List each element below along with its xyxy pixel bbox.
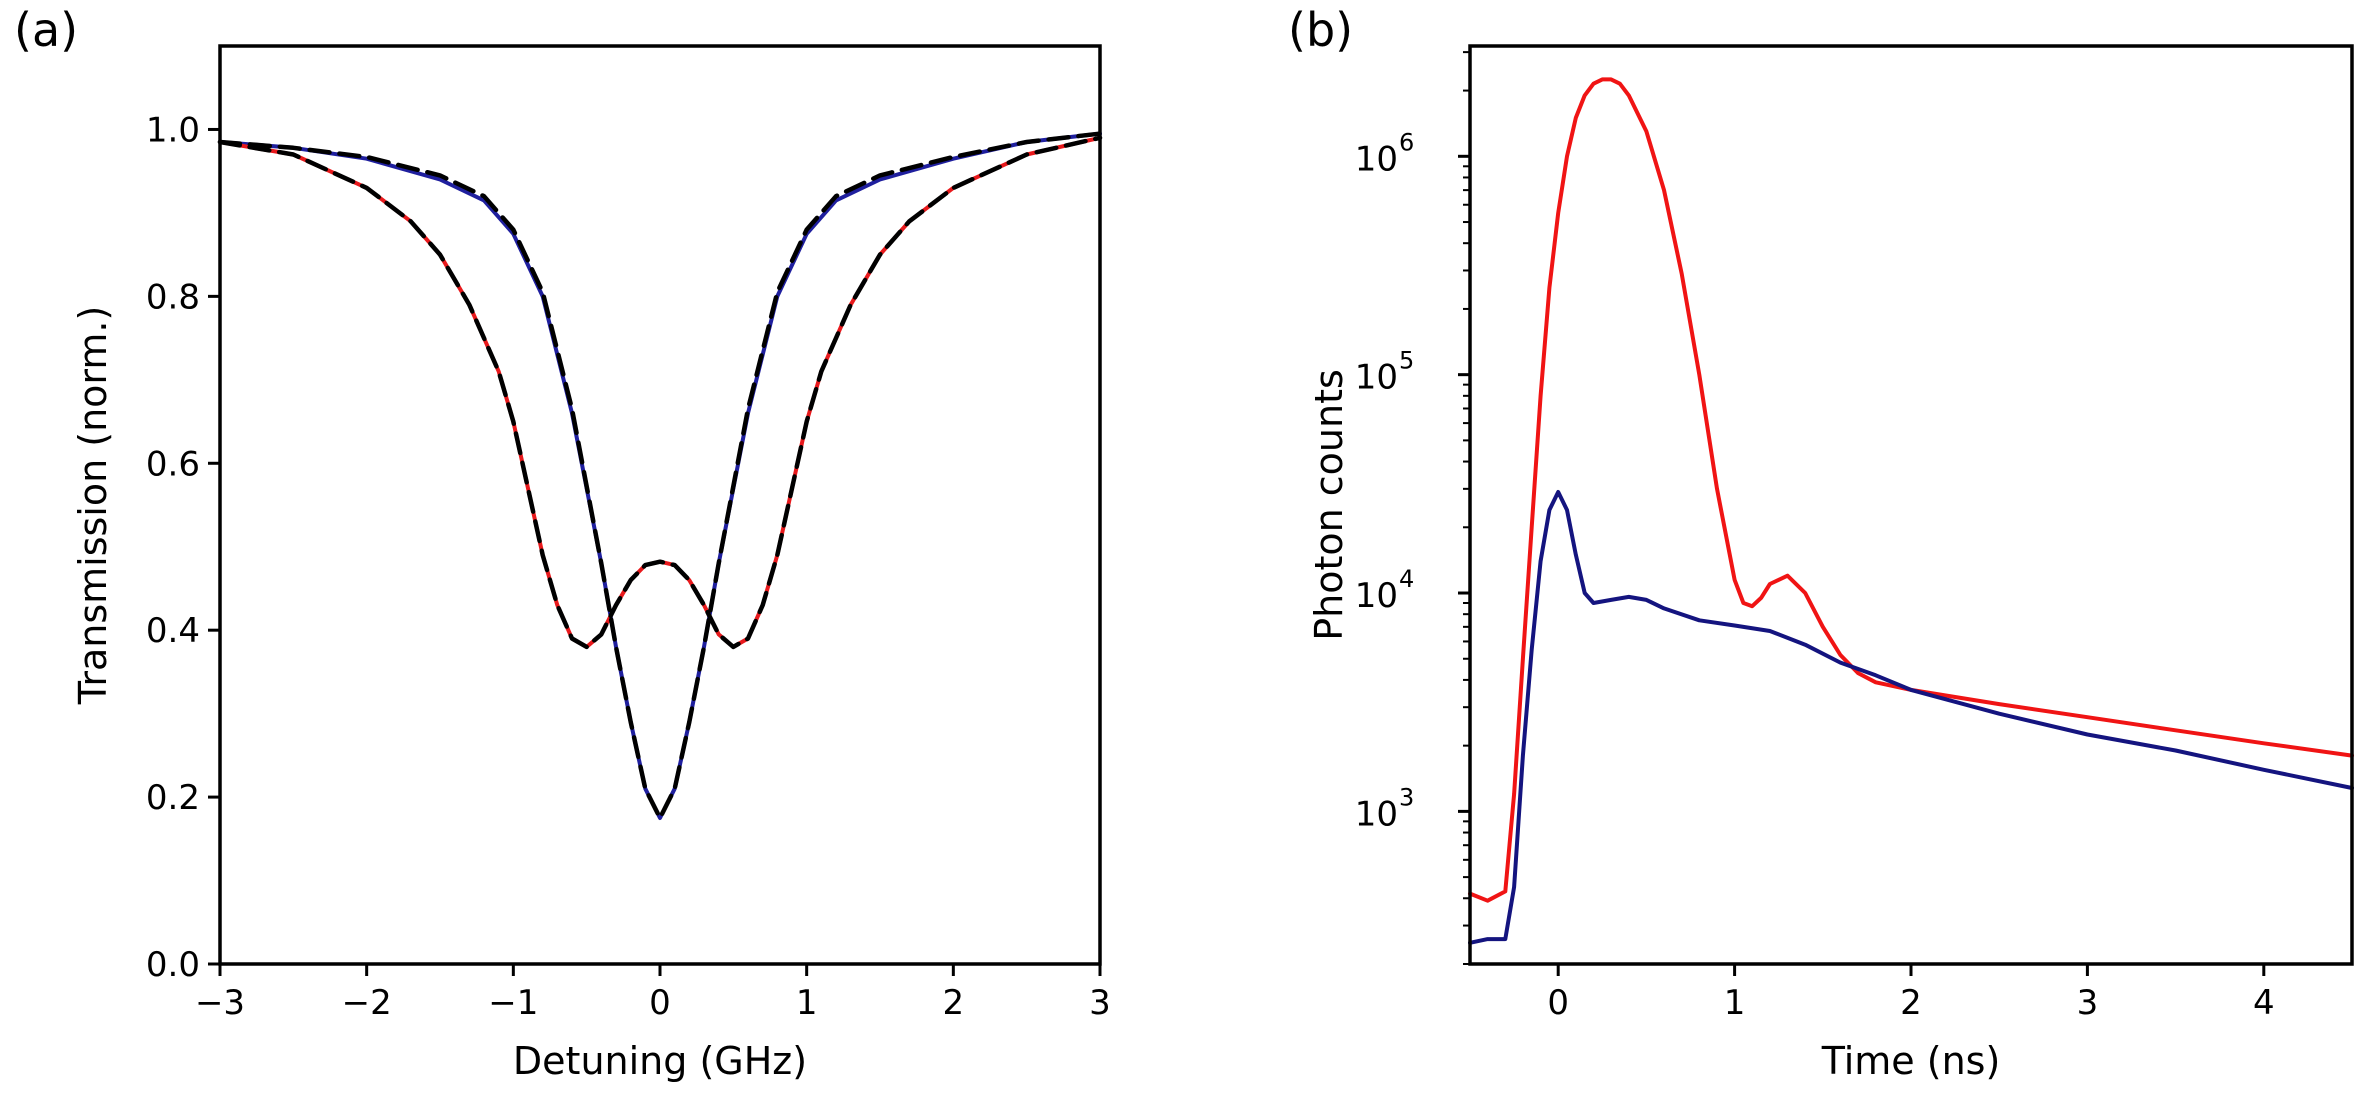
panel-b-frame	[1468, 44, 2354, 966]
panel-a-y-tick-label: 0.8	[146, 277, 200, 317]
panel-a-y-tick-label: 0.2	[146, 778, 200, 818]
panel-b-series-red	[1468, 77, 2354, 903]
panel-a-x-label: Detuning (GHz)	[513, 1039, 807, 1083]
panel-a-frame	[218, 44, 1102, 966]
panel-label-b: (b)	[1288, 3, 1353, 57]
panel-b-x-tick-label: 0	[1547, 983, 1569, 1023]
panel-a-x-tick-label: 1	[796, 983, 818, 1023]
panel-label-a: (a)	[14, 3, 78, 57]
panel-b-x-label: Time (ns)	[1821, 1039, 2001, 1083]
panel-b-y-tick-exponent: 5	[1399, 347, 1414, 375]
panel-b-y-tick-exponent: 6	[1399, 128, 1414, 156]
panel-a-series-blue-data	[218, 131, 1102, 820]
panel-b-series	[1468, 77, 2354, 945]
panel-a-x-tick-label: −2	[342, 983, 392, 1023]
panel-a-x-tick-label: −3	[195, 983, 245, 1023]
panel-b-series-blue	[1468, 490, 2354, 945]
panel-b-y-label: Photon counts	[1307, 369, 1351, 641]
panel-b-y-tick-label: 10	[1355, 139, 1398, 179]
panel-a-series-blue-fit	[217, 131, 1103, 821]
panel-b-x-tick-label: 1	[1724, 983, 1746, 1023]
panel-b-y-tick-label: 10	[1355, 358, 1398, 398]
panel-a-y-tick-label: 1.0	[146, 110, 200, 150]
panel-b-x-tick-label: 3	[2077, 983, 2099, 1023]
panel-b-x-tick-label: 2	[1900, 983, 1922, 1023]
panel-b-y-tick-exponent: 3	[1399, 783, 1414, 811]
panel-a-series-red-fit	[217, 135, 1103, 650]
panel-a-x-tick-label: 3	[1089, 983, 1111, 1023]
panel-a-x-tick-label: 0	[649, 983, 671, 1023]
panel-a-x-tick-label: −1	[488, 983, 538, 1023]
panel-a-series	[217, 131, 1103, 821]
panel-b-y-tick-label: 10	[1355, 576, 1398, 616]
panel-a: (a) −3 −2 −1 0 1 2 3 0.0 0.2 0.4 0.6 0.8 1.0 Detunin…	[14, 3, 1111, 1083]
panel-b-x-tick-label: 4	[2253, 983, 2275, 1023]
panel-a-y-label: Transmission (norm.)	[71, 306, 115, 706]
panel-a-ticks: −3 −2 −1 0 1 2 3 0.0 0.2 0.4 0.6 0.8 1.0	[146, 110, 1111, 1023]
panel-b-y-tick-label: 10	[1355, 794, 1398, 834]
panel-a-y-tick-label: 0.6	[146, 444, 200, 484]
panel-a-x-tick-label: 2	[943, 983, 965, 1023]
panel-a-y-tick-label: 0.4	[146, 611, 200, 651]
panel-b-y-tick-exponent: 4	[1399, 565, 1414, 593]
panel-a-series-red-data	[218, 135, 1102, 649]
panel-a-y-tick-label: 0.0	[146, 945, 200, 985]
